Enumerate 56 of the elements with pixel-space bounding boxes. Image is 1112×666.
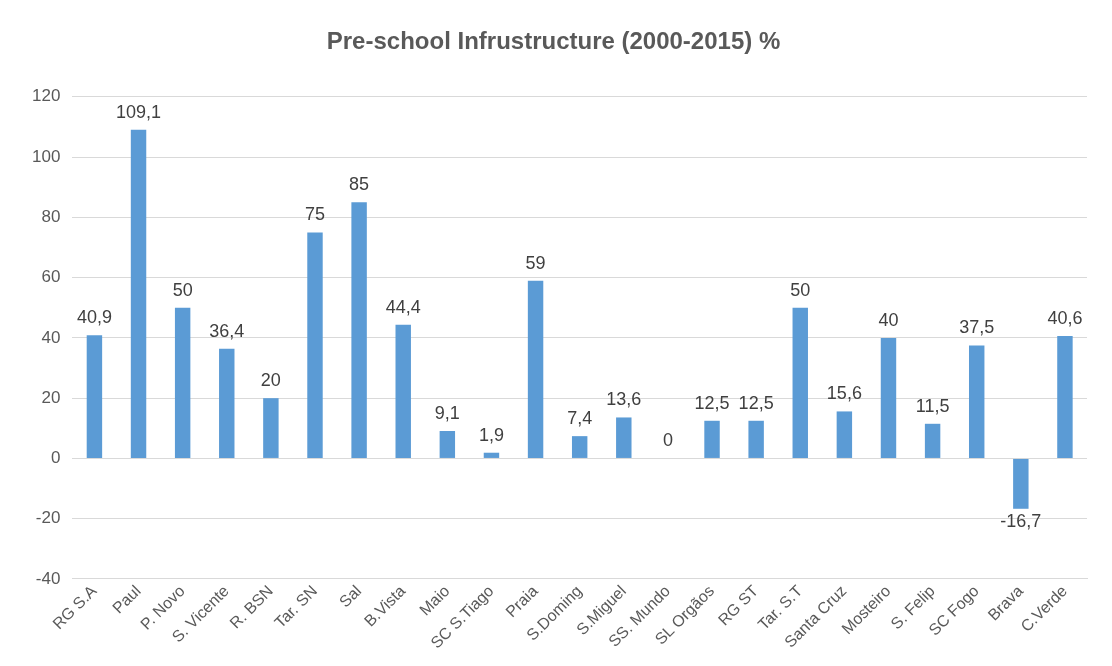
data-label: 36,4: [209, 320, 245, 341]
bar: [483, 452, 500, 458]
data-label: 40,9: [76, 307, 112, 328]
data-label: 85: [349, 174, 370, 195]
y-tick-label: -40: [35, 568, 61, 588]
bar: [395, 324, 411, 458]
data-label: 7,4: [567, 408, 593, 429]
y-tick-label: 100: [31, 146, 61, 166]
y-tick-label: -20: [35, 508, 61, 528]
data-label: 50: [172, 279, 193, 300]
data-label: 37,5: [959, 317, 995, 338]
data-label: 40,6: [1047, 308, 1083, 329]
data-label: 11,5: [915, 395, 950, 416]
data-label: 20: [260, 370, 281, 391]
y-tick-label: 60: [41, 267, 61, 287]
bar: [571, 436, 588, 458]
bar: [527, 280, 544, 458]
data-label: 13,6: [606, 389, 642, 410]
bar: [616, 417, 632, 458]
y-tick-label: 120: [31, 86, 61, 106]
data-label: 12,5: [694, 392, 730, 413]
bar: [1013, 458, 1029, 509]
bar: [263, 398, 279, 458]
data-label: 15,6: [826, 383, 862, 404]
bar: [836, 411, 853, 458]
bar: [1057, 336, 1073, 458]
chart-title: Pre-school Infrustructure (2000-2015) %: [326, 27, 781, 55]
bar: [174, 307, 191, 458]
x-tick-label: Sal: [335, 582, 365, 611]
data-label: 40: [878, 309, 899, 330]
bar: [307, 232, 323, 458]
bar: [968, 345, 985, 458]
data-label: 12,5: [738, 392, 774, 413]
y-tick-label: 80: [41, 207, 61, 227]
y-tick-label: 40: [41, 327, 61, 347]
data-label: 44,4: [385, 296, 421, 317]
data-label: 75: [304, 204, 326, 225]
data-label: 59: [525, 252, 546, 273]
y-tick-label: 0: [50, 448, 61, 468]
bar: [86, 335, 103, 458]
bar: [704, 420, 720, 458]
data-label: 109,1: [116, 101, 162, 122]
bar: [130, 129, 147, 458]
data-label: 50: [790, 279, 811, 300]
bar: [439, 431, 456, 458]
bar: [880, 337, 897, 458]
bar: [748, 420, 764, 458]
bar: [219, 348, 235, 458]
data-label: 0: [662, 430, 673, 451]
bar: [792, 307, 808, 458]
bar: [351, 202, 367, 458]
data-label: 9,1: [434, 402, 460, 423]
data-label: 1,9: [478, 424, 504, 445]
y-tick-label: 20: [41, 387, 61, 407]
bar: [924, 423, 941, 458]
data-label: -16,7: [1000, 510, 1042, 531]
